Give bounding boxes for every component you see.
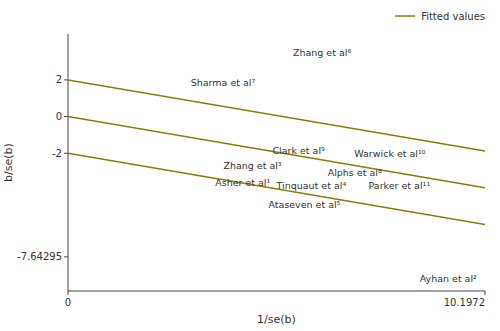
y-tick-label: 2 — [56, 74, 62, 85]
legend: Fitted values — [395, 11, 485, 22]
y-tick-label: -2 — [52, 148, 62, 159]
study-label: Sharma et al⁷ — [191, 77, 256, 88]
study-label: Ayhan et al² — [420, 273, 477, 284]
legend-label: Fitted values — [421, 11, 485, 22]
x-tick — [485, 291, 486, 295]
chart: -7.64295 -2 0 2 0 10.1972 1/se(b) b/se(b) Fitted… — [0, 0, 500, 331]
fitted-line — [68, 117, 485, 188]
x-tick-label: 10.1972 — [444, 297, 485, 308]
x-tick — [68, 291, 69, 295]
y-tick-label: 0 — [56, 111, 62, 122]
y-tick — [64, 79, 68, 80]
study-label: Ataseven et al⁵ — [268, 199, 340, 210]
study-label: Asher et al¹ — [215, 177, 270, 188]
x-axis-line — [68, 291, 485, 292]
y-axis-line — [68, 34, 69, 291]
y-tick — [64, 153, 68, 154]
study-label: Parker et al¹¹ — [369, 180, 431, 191]
y-tick — [64, 256, 68, 257]
fitted-line — [68, 80, 485, 151]
study-label: Alphs et al⁸ — [328, 167, 382, 178]
annotations: Zhang et al⁶ Sharma et al⁷ Clark et al⁹ War… — [191, 47, 477, 284]
study-label: Clark et al⁹ — [272, 145, 325, 156]
study-label: Tinquaut et al⁴ — [276, 180, 347, 191]
study-label: Warwick et al¹⁰ — [354, 148, 426, 159]
y-tick — [64, 116, 68, 117]
study-label: Zhang et al³ — [223, 160, 281, 171]
x-tick-label: 0 — [65, 297, 71, 308]
plot-area — [68, 80, 485, 225]
x-axis-label: 1/se(b) — [257, 313, 296, 326]
legend-swatch — [395, 15, 415, 17]
fitted-line — [68, 153, 485, 224]
y-axis-label: b/se(b) — [2, 143, 15, 182]
y-tick-label: -7.64295 — [17, 251, 62, 262]
study-label: Zhang et al⁶ — [293, 47, 351, 58]
